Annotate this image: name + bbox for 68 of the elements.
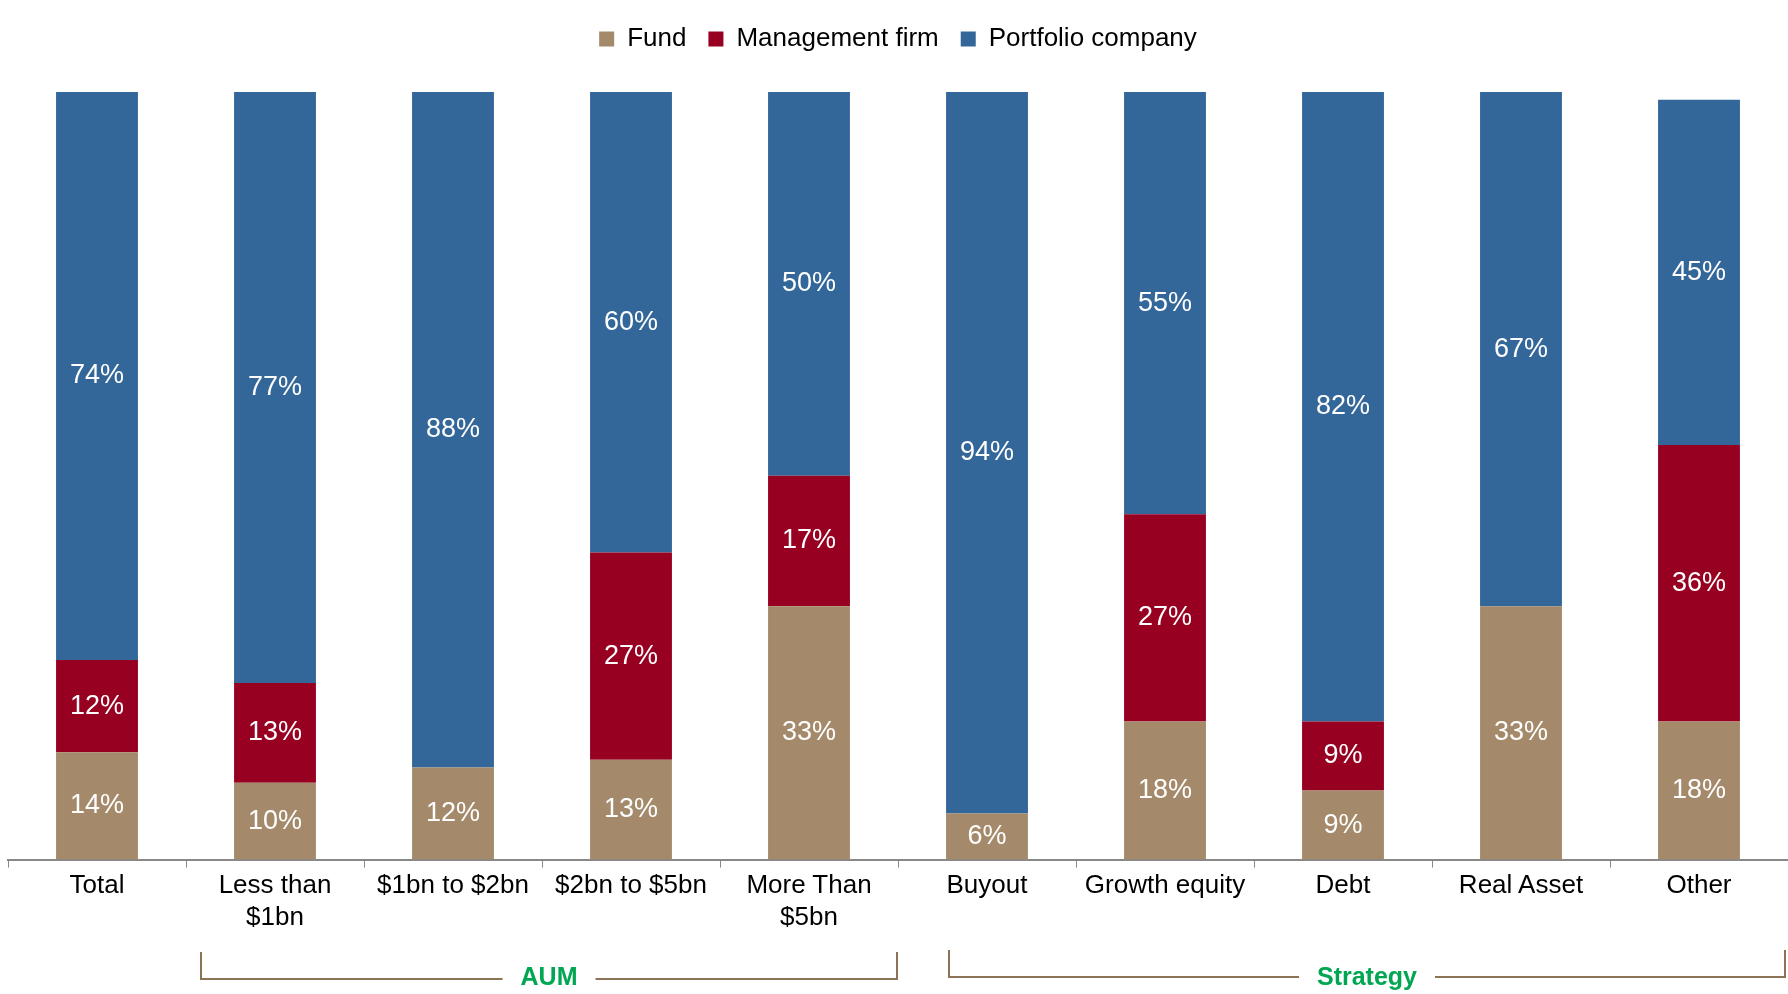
bar (1658, 721, 1740, 860)
data-label: 36% (1671, 566, 1727, 597)
data-label: 9% (1323, 739, 1363, 770)
bar (412, 767, 494, 860)
x-tick-label: Other (1666, 869, 1732, 900)
bar (1480, 92, 1562, 607)
data-label: 27% (603, 639, 659, 670)
x-tick-label: Growth equity (1084, 869, 1246, 900)
data-label: 27% (1137, 601, 1193, 632)
bar (1124, 514, 1206, 722)
data-label: 77% (247, 370, 303, 401)
data-label: 33% (1493, 716, 1549, 747)
data-label: 14% (69, 789, 125, 820)
bar (1658, 445, 1740, 722)
bar (768, 92, 850, 476)
bar (590, 759, 672, 860)
data-label: 18% (1137, 773, 1193, 804)
bar (234, 683, 316, 783)
data-label: 12% (69, 689, 125, 720)
bar (946, 92, 1028, 814)
legend-label: Management firm (736, 22, 939, 53)
x-tick-label: $1bn to $2bn (377, 869, 529, 900)
data-label: 13% (603, 793, 659, 824)
data-label: 60% (603, 305, 659, 336)
bar (1124, 721, 1206, 860)
bar (234, 92, 316, 684)
data-label: 18% (1671, 773, 1727, 804)
x-tick-label: Buyout (946, 869, 1029, 900)
data-label: 33% (781, 716, 837, 747)
bar (768, 606, 850, 860)
data-label: 55% (1137, 286, 1193, 317)
legend-label: Fund (627, 22, 687, 53)
data-label: 67% (1493, 332, 1549, 363)
bar (1480, 606, 1562, 860)
data-label: 45% (1671, 255, 1727, 286)
bar (56, 660, 138, 753)
data-label: 88% (425, 413, 481, 444)
x-tick-label: Debt (1315, 869, 1372, 900)
data-label: 50% (781, 267, 837, 298)
bar (590, 92, 672, 553)
bar (590, 552, 672, 760)
bar (1302, 790, 1384, 860)
bar (768, 475, 850, 607)
text: Strategy (1298, 962, 1436, 991)
bar (1658, 99, 1740, 446)
bar (1302, 92, 1384, 722)
legend-label: Portfolio company (988, 22, 1197, 53)
data-label: 94% (959, 436, 1015, 467)
data-label: 12% (425, 797, 481, 827)
x-tick-label: More Than $5bn (746, 869, 872, 931)
bar (56, 752, 138, 860)
bar (234, 782, 316, 860)
x-tick-label: Real Asset (1458, 869, 1584, 900)
x-tick-label: Total (69, 869, 125, 900)
x-tick-label: Less than $1bn (218, 869, 332, 931)
data-label: 6% (967, 820, 1007, 851)
data-label: 10% (247, 804, 303, 835)
x-tick-label: $2bn to $5bn (555, 869, 707, 900)
bar (56, 92, 138, 661)
data-label: 17% (781, 524, 837, 555)
data-label: 9% (1323, 808, 1363, 839)
data-label: 82% (1315, 390, 1371, 421)
data-label: 74% (69, 359, 125, 390)
bar (412, 92, 494, 768)
text: AUM (502, 962, 596, 991)
bar (1124, 92, 1206, 515)
data-label: 13% (247, 716, 303, 747)
bar (1302, 721, 1384, 791)
